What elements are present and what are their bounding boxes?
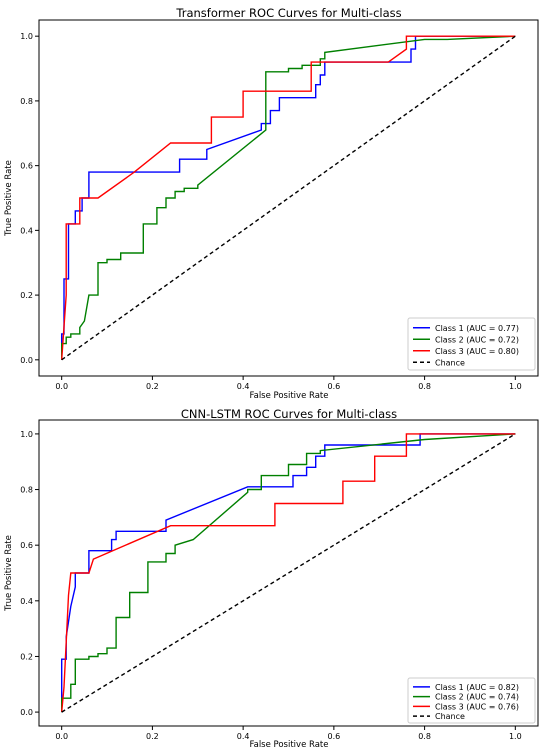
tick-group: 0.0 0.2 0.4 0.6 0.8 1.0 0.0 0.2 0.4 0.6 0.8 1.0 <box>20 32 521 391</box>
x-axis-label: False Positive Rate <box>250 740 329 750</box>
roc-line-class-2 <box>61 35 516 360</box>
chart-title: Transformer ROC Curves for Multi-class <box>175 6 401 20</box>
legend-box <box>407 317 536 371</box>
legend-label: Chance <box>435 712 465 721</box>
x-tick-label: 0.6 <box>327 382 340 391</box>
tick-group: 0.0 0.2 0.4 0.6 0.8 1.0 0.0 0.2 0.4 0.6 0.8 1.0 <box>20 430 521 741</box>
y-tick-label: 0.0 <box>20 708 33 717</box>
transformer-roc-chart: Transformer ROC Curves for Multi-class T… <box>4 6 539 401</box>
x-axis-label: False Positive Rate <box>250 391 329 401</box>
chance-line <box>61 35 516 361</box>
roc-line-class-3 <box>61 35 516 360</box>
x-tick-label: 0.2 <box>146 732 159 741</box>
legend-label: Class 2 (AUC = 0.74) <box>435 693 519 702</box>
x-tick-label: 1.0 <box>509 732 522 741</box>
legend: Class 1 (AUC = 0.77) Class 2 (AUC = 0.72)… <box>407 317 536 371</box>
legend-label: Class 2 (AUC = 0.72) <box>435 335 519 344</box>
plot-area-frame <box>38 419 539 727</box>
y-axis-label: True Positive Rate <box>4 535 14 612</box>
y-tick-label: 0.2 <box>20 291 33 300</box>
cnn-lstm-roc-chart: CNN-LSTM ROC Curves for Multi-class True… <box>4 407 539 750</box>
x-tick-label: 0.4 <box>237 382 250 391</box>
legend-label: Chance <box>435 358 465 367</box>
y-tick-label: 0.4 <box>20 226 33 235</box>
x-tick-label: 0.2 <box>146 382 159 391</box>
plot-area-frame <box>38 19 539 377</box>
x-tick-label: 0.8 <box>418 382 431 391</box>
x-tick-label: 0.8 <box>418 732 431 741</box>
y-tick-label: 0.6 <box>20 541 33 550</box>
y-tick-label: 0.8 <box>20 97 33 106</box>
x-tick-label: 0.0 <box>55 382 68 391</box>
chance-line <box>61 433 516 713</box>
x-tick-label: 0.6 <box>327 732 340 741</box>
legend-label: Class 1 (AUC = 0.77) <box>435 324 519 333</box>
chart-title: CNN-LSTM ROC Curves for Multi-class <box>181 407 397 421</box>
y-tick-label: 1.0 <box>20 32 33 41</box>
y-axis-label: True Positive Rate <box>4 160 14 237</box>
series-lines <box>61 35 516 361</box>
y-tick-label: 0.8 <box>20 486 33 495</box>
y-tick-label: 0.4 <box>20 597 33 606</box>
legend-label: Class 3 (AUC = 0.76) <box>435 702 519 711</box>
x-tick-label: 0.0 <box>55 732 68 741</box>
x-tick-label: 1.0 <box>509 382 522 391</box>
series-lines <box>61 433 516 713</box>
roc-line-class-2 <box>61 433 516 713</box>
y-tick-label: 1.0 <box>20 430 33 439</box>
roc-line-class-3 <box>61 433 516 713</box>
legend: Class 1 (AUC = 0.82)Class 2 (AUC = 0.74)… <box>407 677 536 724</box>
y-tick-label: 0.6 <box>20 162 33 171</box>
legend-box <box>407 677 536 724</box>
x-tick-label: 0.4 <box>237 732 250 741</box>
y-tick-label: 0.0 <box>20 356 33 365</box>
legend-label: Class 3 (AUC = 0.80) <box>435 347 519 356</box>
legend-label: Class 1 (AUC = 0.82) <box>435 683 519 692</box>
y-tick-label: 0.2 <box>20 652 33 661</box>
